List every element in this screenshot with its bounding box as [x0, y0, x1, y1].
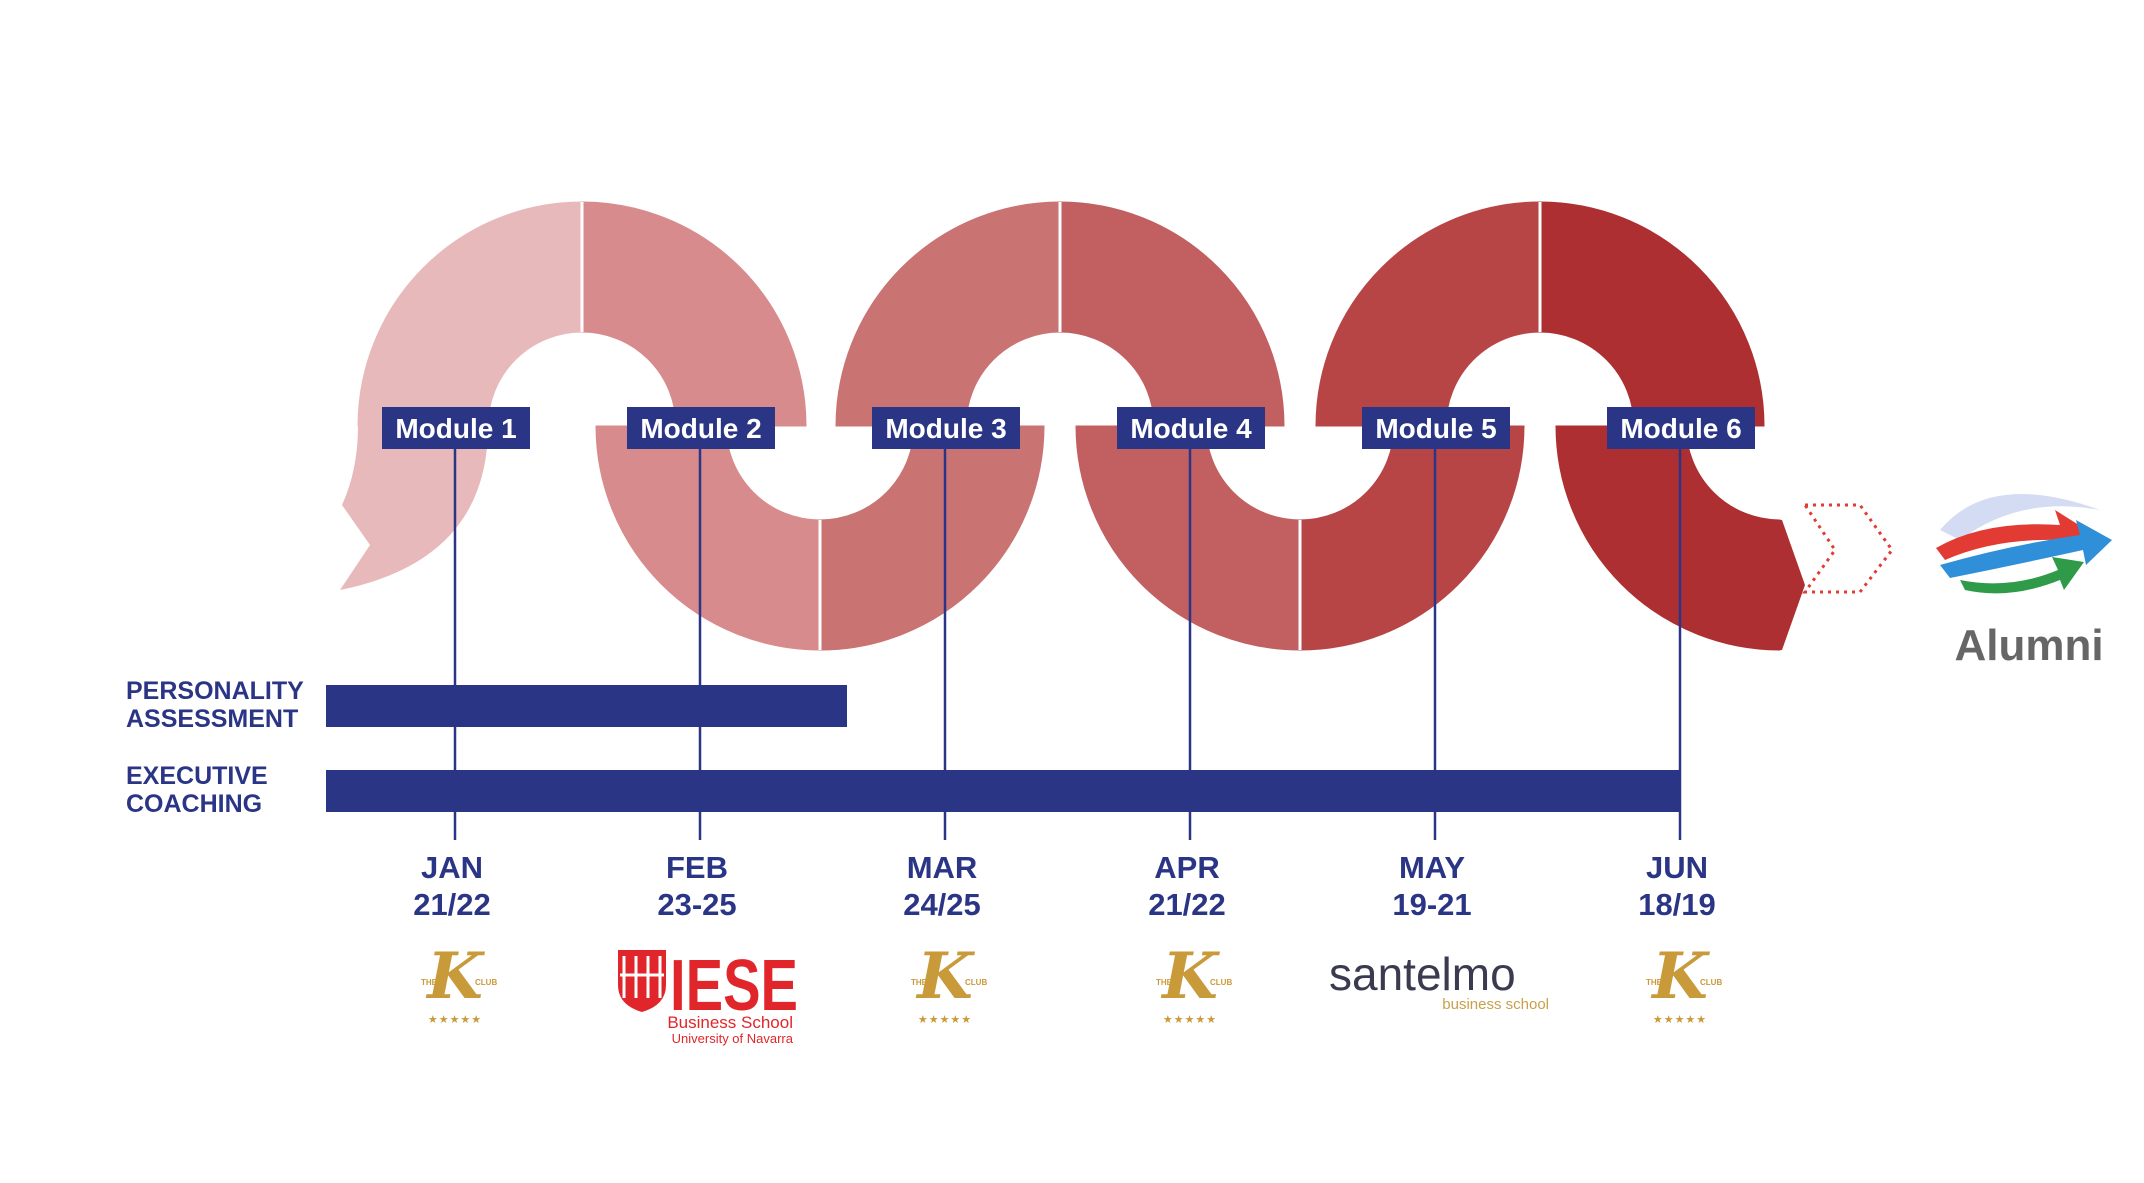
module-labels: Module 1 Module 2 Module 3 Module 4 Module 5…	[382, 407, 1755, 449]
module-days: 21/22	[413, 887, 491, 922]
iese-name: IESE	[670, 946, 798, 1026]
alumni-arrows-icon	[1936, 494, 2112, 594]
wave-segment-6	[1539, 201, 1805, 651]
module-month: MAY	[1399, 850, 1465, 885]
module-days: 19-21	[1392, 887, 1471, 922]
kclub-stars: ★★★★★	[1653, 1014, 1707, 1026]
module-label: Module 1	[395, 413, 516, 444]
module-badge-bg	[382, 407, 530, 449]
module-label: Module 5	[1375, 413, 1496, 444]
kclub-club: CLUB	[965, 978, 987, 987]
wave-head	[1778, 520, 1805, 650]
santelmo-name: santelmo	[1329, 948, 1516, 1000]
module-badge-1: Module 1	[382, 407, 530, 449]
kclub-letter: K	[1650, 939, 1710, 1014]
santelmo-name-a: san	[1329, 948, 1403, 1000]
module-month: JUN	[1646, 850, 1708, 885]
module-badge-bg	[1362, 407, 1510, 449]
track-bar	[326, 770, 1680, 812]
kclub-letter: K	[425, 939, 485, 1014]
santelmo-sub: business school	[1442, 996, 1549, 1013]
module-label: Module 6	[1620, 413, 1741, 444]
kclub-stars: ★★★★★	[1163, 1014, 1217, 1026]
kclub-stars: ★★★★★	[918, 1014, 972, 1026]
module-badge-bg	[1117, 407, 1265, 449]
module-month: APR	[1154, 850, 1219, 885]
kclub-the: THE	[1646, 978, 1663, 987]
kclub-club: CLUB	[475, 978, 497, 987]
santelmo-name-b: telmo	[1403, 948, 1515, 1000]
module-dates: JAN21/22FEB23-25MAR24/25APR21/22MAY19-21…	[413, 850, 1716, 922]
wave-segment-2	[581, 201, 821, 651]
kclub-club: CLUB	[1210, 978, 1232, 987]
kclub-the: THE	[911, 978, 928, 987]
module-stems	[453, 445, 1682, 840]
wave-segment-4	[1059, 201, 1301, 651]
track-label-line2: COACHING	[126, 790, 262, 818]
module-badge-4: Module 4	[1117, 407, 1265, 449]
module-label: Module 4	[1130, 413, 1252, 444]
wave-tail	[340, 426, 488, 590]
module-days: 18/19	[1638, 887, 1716, 922]
kclub-club: CLUB	[1700, 978, 1722, 987]
module-badge-bg	[1607, 407, 1755, 449]
wave-band	[340, 201, 1894, 651]
kclub-stars: ★★★★★	[428, 1014, 482, 1026]
module-label: Module 3	[885, 413, 1006, 444]
alumni-label: Alumni	[1954, 621, 2103, 670]
module-badge-bg	[872, 407, 1020, 449]
track-label-line2: ASSESSMENT	[126, 705, 298, 733]
track-bar	[326, 685, 847, 727]
iese-shield-icon	[618, 950, 666, 1012]
alumni-section: Alumni	[1936, 494, 2112, 670]
next-step-dotted-arrow	[1802, 503, 1894, 594]
track-label-line1: PERSONALITY	[126, 677, 304, 705]
kclub-the: THE	[421, 978, 438, 987]
track-label-line1: EXECUTIVE	[126, 762, 268, 790]
module-badge-3: Module 3	[872, 407, 1020, 449]
wave-segment-3	[819, 201, 1061, 651]
kclub-the: THE	[1156, 978, 1173, 987]
iese-line1: Business School	[667, 1013, 793, 1032]
kclub-letter: K	[1160, 939, 1220, 1014]
wave-segment-5	[1299, 201, 1541, 651]
module-label: Module 2	[640, 413, 761, 444]
module-month: JAN	[421, 850, 483, 885]
module-month: MAR	[907, 850, 978, 885]
module-month: FEB	[666, 850, 728, 885]
kclub-letter: K	[915, 939, 975, 1014]
iese-line2: University of Navarra	[672, 1031, 794, 1046]
module-badge-2: Module 2	[627, 407, 775, 449]
module-days: 23-25	[657, 887, 736, 922]
module-badge-6: Module 6	[1607, 407, 1755, 449]
module-days: 24/25	[903, 887, 981, 922]
wave-segment-1	[340, 201, 583, 590]
module-days: 21/22	[1148, 887, 1226, 922]
module-badge-bg	[627, 407, 775, 449]
module-badge-5: Module 5	[1362, 407, 1510, 449]
